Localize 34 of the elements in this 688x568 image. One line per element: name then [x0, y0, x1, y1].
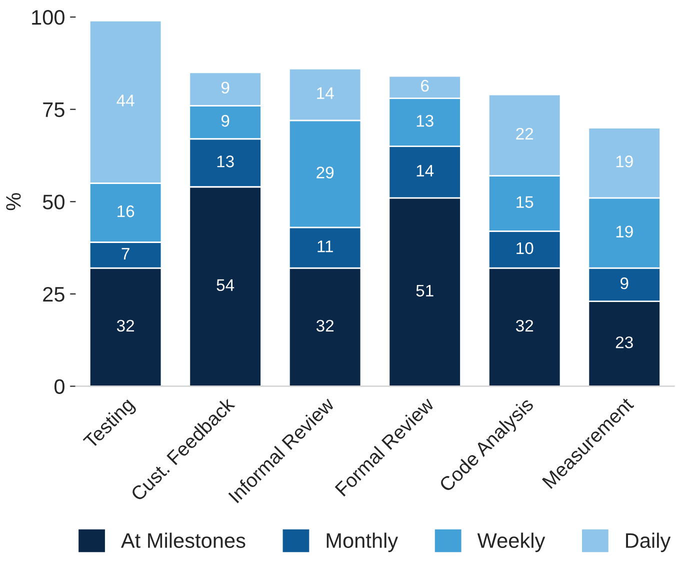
- data-label: 29: [316, 166, 334, 178]
- data-label: 16: [118, 205, 134, 218]
- y-tick-label: 25: [43, 286, 64, 302]
- data-label: 15: [516, 196, 534, 208]
- data-label: 23: [616, 336, 633, 348]
- legend-label: Daily: [626, 532, 671, 552]
- data-label: 19: [616, 156, 633, 168]
- data-label: 11: [318, 240, 333, 252]
- data-label: 9: [221, 114, 230, 127]
- data-label: 54: [216, 279, 234, 292]
- data-label: 10: [516, 242, 534, 254]
- y-axis-title: %: [6, 193, 21, 210]
- data-label: 7: [122, 248, 130, 260]
- data-label: 14: [317, 87, 334, 99]
- data-label: 32: [116, 320, 134, 332]
- data-label: 6: [421, 80, 429, 92]
- legend-label: At Milestones: [120, 532, 246, 548]
- data-label: 19: [616, 226, 633, 238]
- legend-label: Weekly: [477, 532, 546, 552]
- data-label: 9: [620, 277, 628, 290]
- legend-label: Monthly: [326, 532, 398, 552]
- y-tick-label: 0: [54, 379, 64, 394]
- y-tick-label: 75: [43, 102, 64, 118]
- data-label: 22: [516, 128, 534, 140]
- data-label: 32: [316, 320, 334, 332]
- data-label: 44: [116, 94, 134, 106]
- data-label: 32: [516, 320, 534, 332]
- data-label: 9: [221, 82, 230, 94]
- data-label: 13: [217, 156, 234, 168]
- data-label: 51: [416, 284, 434, 297]
- y-tick-label: 100: [32, 10, 64, 25]
- y-tick-label: 50: [42, 194, 64, 210]
- data-label: 13: [416, 114, 434, 127]
- data-label: 14: [416, 164, 434, 176]
